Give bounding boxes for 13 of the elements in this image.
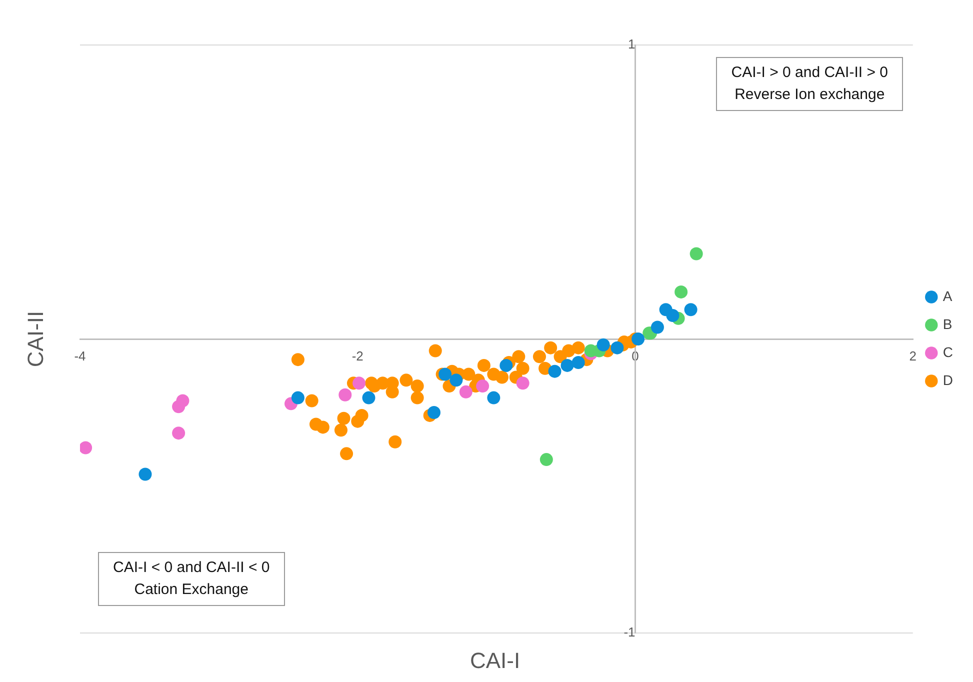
- y-tick-label: 1: [628, 36, 636, 52]
- legend-label: D: [942, 372, 954, 388]
- legend-label: A: [942, 288, 953, 304]
- legend-label: C: [942, 344, 954, 360]
- annotation: CAI-I > 0 and CAI-II > 0 Reverse Ion exchange: [716, 57, 903, 110]
- x-axis-title: CAI-I: [470, 648, 520, 674]
- x-tick-label: -4: [74, 348, 86, 364]
- y-axis-title: CAI-II: [23, 310, 50, 368]
- legend-label: B: [942, 316, 952, 332]
- y-tick-label: -1: [624, 624, 636, 640]
- annotation: CAI-I < 0 and CAI-II < 0 Cation Exchange: [98, 552, 285, 606]
- x-tick-label: -2: [352, 348, 364, 364]
- x-tick-label: 2: [909, 348, 917, 364]
